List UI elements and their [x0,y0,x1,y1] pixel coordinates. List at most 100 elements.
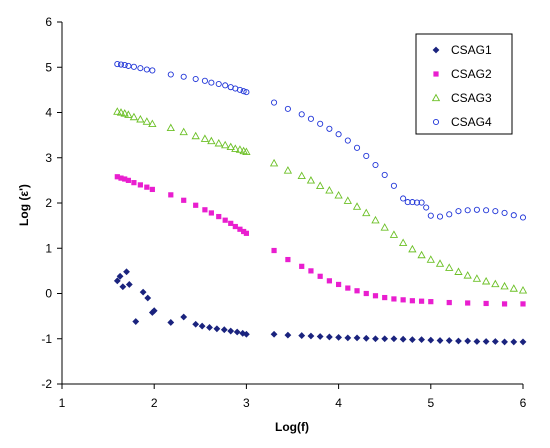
legend-label-csag2: CSAG2 [451,67,492,81]
data-point [168,192,174,198]
y-tick-label: 6 [45,15,52,29]
data-point [114,174,120,180]
data-point [119,283,127,291]
data-point [243,230,249,236]
data-point [418,336,425,344]
data-point [418,199,425,206]
data-point [116,272,124,280]
x-axis: 1 2 3 4 5 6 [59,383,527,410]
x-tick-label: 4 [335,396,342,410]
data-point [336,281,342,288]
x-axis-title: Log(f) [275,420,309,434]
data-point [215,80,222,88]
data-point [193,202,199,208]
data-point [427,212,434,219]
legend-marker-csag3 [431,93,441,102]
data-point [132,318,140,325]
data-point [404,199,411,206]
data-point [520,301,526,307]
data-point [413,199,421,206]
data-point [113,107,122,115]
data-point [235,145,245,153]
data-point [371,215,380,224]
data-point [427,336,435,344]
y-tick-label: 4 [45,106,52,120]
data-point [399,335,407,343]
legend-label-csag1: CSAG1 [451,43,492,57]
data-point [381,335,389,343]
data-point [372,335,379,343]
data-point [150,307,158,315]
data-point [436,213,444,220]
x-tick-label: 6 [520,396,527,410]
data-point [222,217,228,223]
data-point [519,338,527,346]
data-point [472,274,482,282]
data-point [353,144,361,151]
data-point [491,338,499,345]
data-point [308,268,314,274]
data-point [148,309,156,316]
data-point [222,82,229,89]
data-point [473,206,480,213]
data-point [417,250,426,259]
data-point [344,137,351,144]
data-point [428,299,434,305]
data-point [492,208,499,215]
data-point [214,138,223,147]
data-point [297,171,306,180]
data-point [200,134,210,142]
data-point [137,182,143,188]
data-point [228,220,234,226]
data-point [363,152,370,159]
data-point [382,294,388,301]
data-point [391,296,397,302]
legend-marker-csag2 [433,71,439,77]
data-point [510,212,517,219]
x-tick-label: 3 [243,396,250,410]
data-point [307,115,314,122]
data-point [125,177,131,183]
data-point [198,322,206,330]
legend-label-csag3: CSAG3 [451,91,492,105]
data-point [325,333,333,341]
series-layer [113,61,528,346]
data-point [408,244,417,253]
data-point [220,326,228,334]
data-point [180,73,187,80]
data-point [363,290,369,297]
data-point [352,202,362,210]
data-point [455,208,462,215]
data-point [317,120,324,127]
data-point [510,338,518,346]
data-point [149,67,156,74]
data-point [316,333,324,340]
y-tick-label: 2 [45,196,52,210]
data-point [233,328,241,336]
data-point [226,142,235,151]
data-point [202,207,208,213]
data-point [166,123,175,132]
data-point [423,204,430,211]
data-point [465,300,471,306]
data-point [426,255,435,263]
data-point [114,61,121,68]
y-tick-label: 1 [45,241,52,255]
data-point [236,86,243,93]
data-point [481,276,491,285]
data-point [335,131,342,138]
data-point [243,330,250,338]
data-point [239,329,247,337]
data-point [445,263,454,271]
data-point [326,125,333,132]
data-point [216,213,222,220]
data-point [167,71,174,78]
data-point [180,313,188,321]
data-point [179,127,188,136]
data-point [463,271,472,279]
data-point [116,108,126,116]
data-point [501,301,508,307]
series-csag1 [113,268,527,346]
data-point [285,256,291,263]
